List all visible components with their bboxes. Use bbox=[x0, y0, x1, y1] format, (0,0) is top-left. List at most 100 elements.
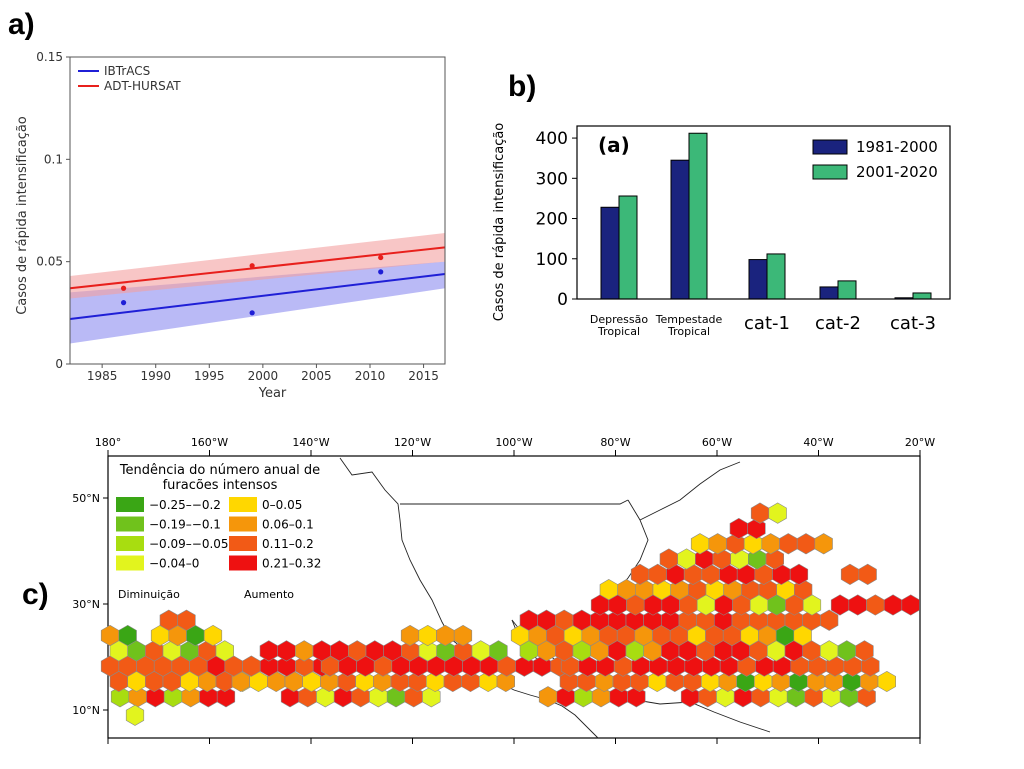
trend-hexagon bbox=[747, 517, 766, 540]
legend-swatch-7 bbox=[229, 555, 257, 571]
legend-title-line: Tendência do número anual de bbox=[119, 463, 320, 478]
legend-swatch-1 bbox=[812, 164, 848, 180]
x-tick-label: Tropical bbox=[597, 325, 640, 338]
coastline-6 bbox=[639, 461, 741, 521]
coastline-1 bbox=[400, 499, 629, 505]
panel-annotation: (a) bbox=[598, 133, 630, 157]
bar-1-0 bbox=[670, 159, 690, 300]
data-point-0-1 bbox=[249, 310, 255, 316]
lat-tick-label: 10°N bbox=[72, 704, 100, 717]
trend-hexagon bbox=[877, 670, 897, 693]
y-tick-label: 0 bbox=[557, 290, 568, 310]
trend-hexagon bbox=[819, 609, 839, 631]
x-tick-label: 2000 bbox=[248, 369, 279, 383]
legend-label-6: 0.11–0.2 bbox=[262, 537, 314, 551]
lon-tick-label: 100°W bbox=[495, 436, 532, 449]
trend-hexagon bbox=[489, 640, 508, 662]
chart-a-rapid-intensification-trend: 1985 1990 1995 2000 2005 2010 2015 0 0.05 0.1 0.15… bbox=[15, 50, 446, 401]
legend-swatch-0 bbox=[812, 139, 848, 155]
legend-swatch-2 bbox=[116, 536, 144, 551]
x-tick-label: 2010 bbox=[355, 369, 386, 383]
y-tick-label: 0 bbox=[55, 357, 63, 371]
x-tick-label: Tempestade bbox=[655, 313, 723, 326]
legend-label-3: −0.04–0 bbox=[149, 557, 199, 571]
trend-hexagon bbox=[901, 594, 920, 616]
legend-swatch-5 bbox=[229, 516, 257, 532]
trend-hexagon bbox=[216, 686, 236, 708]
legend-label-1: 2001-2020 bbox=[856, 163, 938, 181]
bar-1-1 bbox=[688, 132, 708, 300]
trend-hexagon bbox=[768, 502, 787, 524]
y-tick-label: 200 bbox=[536, 210, 568, 230]
trend-hexagon bbox=[857, 686, 876, 708]
bar-2-0 bbox=[748, 259, 768, 300]
legend-swatch-1 bbox=[116, 516, 144, 532]
legend-title-line: furacões intensos bbox=[163, 478, 278, 493]
data-point-1-1 bbox=[249, 263, 255, 269]
legend-decrease-label: Diminuição bbox=[118, 588, 180, 601]
data-point-1-2 bbox=[378, 254, 384, 261]
data-point-1-0 bbox=[120, 285, 127, 291]
panel-c-label: c) bbox=[22, 578, 49, 611]
trend-hexagon bbox=[627, 686, 646, 708]
trend-hexagon bbox=[177, 609, 196, 631]
legend-swatch-3 bbox=[116, 555, 144, 571]
y-axis-label: Casos de rápida intensificação bbox=[15, 116, 30, 315]
plot-frame bbox=[69, 56, 446, 365]
lon-tick-label: 180° bbox=[95, 436, 122, 449]
x-tick-label: cat-1 bbox=[744, 313, 790, 334]
x-tick-label: 1990 bbox=[140, 369, 171, 383]
lon-tick-label: 140°W bbox=[292, 436, 329, 449]
lat-tick-label: 30°N bbox=[72, 598, 100, 611]
data-point-0-0 bbox=[120, 300, 127, 306]
x-tick-label: cat-2 bbox=[815, 313, 861, 334]
confidence-band-0 bbox=[70, 261, 445, 344]
lon-tick-label: 60°W bbox=[702, 436, 732, 449]
trend-line-1 bbox=[69, 246, 446, 290]
lat-tick-label: 50°N bbox=[72, 492, 100, 505]
bar-3-0 bbox=[819, 286, 839, 300]
x-tick-label: Tropical bbox=[667, 325, 710, 338]
legend-label-0: 1981-2000 bbox=[856, 138, 938, 156]
lon-tick-label: 120°W bbox=[394, 436, 431, 449]
lon-tick-label: 160°W bbox=[191, 436, 228, 449]
legend-swatch-0 bbox=[116, 497, 144, 512]
panel-b-label: b) bbox=[508, 70, 537, 103]
legend-label-0: −0.25–−0.2 bbox=[149, 498, 221, 512]
trend-hexagon bbox=[203, 624, 223, 647]
bar-2-1 bbox=[766, 253, 786, 300]
x-tick-label: 2015 bbox=[408, 369, 439, 383]
x-tick-label: Depressão bbox=[590, 313, 648, 326]
legend-label-0: IBTrACS bbox=[104, 64, 150, 78]
trend-hexagon bbox=[814, 533, 833, 555]
y-tick-label: 300 bbox=[536, 169, 568, 189]
lon-tick-label: 80°W bbox=[600, 436, 630, 449]
bar-4-1 bbox=[912, 292, 932, 300]
x-tick-label: 1985 bbox=[87, 369, 118, 383]
confidence-band-1 bbox=[70, 233, 445, 299]
trend-hexagon bbox=[118, 624, 137, 647]
legend-increase-label: Aumento bbox=[244, 588, 294, 601]
trend-hexagon bbox=[125, 704, 145, 726]
trend-hexagon bbox=[496, 670, 516, 693]
x-tick-label: cat-3 bbox=[890, 313, 936, 334]
y-tick-label: 0.05 bbox=[36, 255, 63, 269]
y-tick-label: 100 bbox=[536, 250, 568, 270]
x-axis-label: Year bbox=[258, 386, 287, 401]
legend-background bbox=[110, 458, 335, 606]
legend-label-5: 0.06–0.1 bbox=[262, 518, 314, 532]
legend-label-7: 0.21–0.32 bbox=[262, 557, 321, 571]
y-axis-label: Casos de rápida intensificação bbox=[492, 123, 507, 322]
bar-3-1 bbox=[837, 280, 857, 300]
trend-hexagon bbox=[215, 640, 234, 662]
panel-a-label: a) bbox=[8, 8, 35, 41]
legend-swatch-6 bbox=[229, 536, 257, 551]
legend-swatch-4 bbox=[229, 497, 257, 512]
bar-0-0 bbox=[600, 206, 620, 300]
data-point-0-2 bbox=[378, 269, 384, 275]
y-tick-label: 0.15 bbox=[36, 50, 63, 64]
trend-line-0 bbox=[69, 272, 446, 320]
legend-label-1: ADT-HURSAT bbox=[104, 79, 181, 93]
